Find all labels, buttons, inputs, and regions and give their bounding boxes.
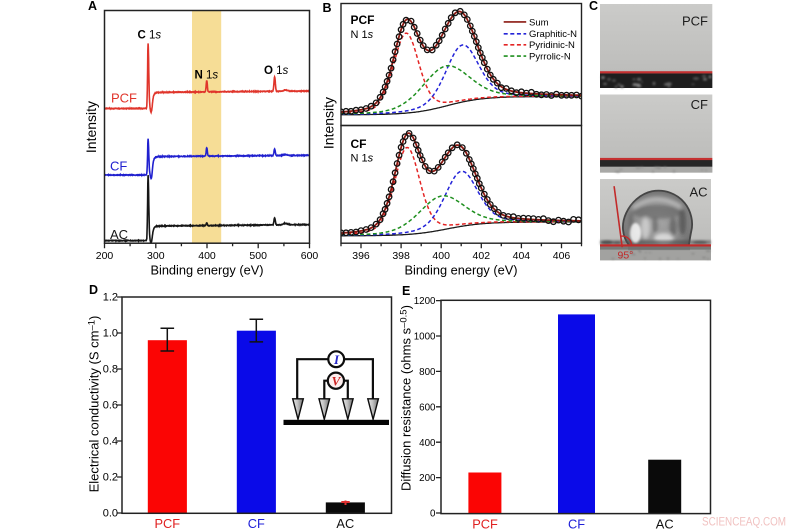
- svg-text:500: 500: [249, 250, 267, 262]
- svg-text:Intensity: Intensity: [83, 101, 99, 153]
- svg-text:1.2: 1.2: [103, 292, 118, 304]
- svg-text:1000: 1000: [414, 332, 436, 343]
- svg-text:CF: CF: [691, 97, 708, 112]
- svg-text:CF: CF: [248, 516, 265, 530]
- svg-text:300: 300: [147, 250, 165, 262]
- svg-text:N 1s: N 1s: [195, 70, 219, 82]
- svg-text:400: 400: [432, 250, 450, 262]
- svg-text:800: 800: [419, 367, 436, 378]
- svg-text:Sum: Sum: [529, 17, 549, 28]
- svg-text:400: 400: [198, 250, 216, 262]
- svg-text:Graphitic-N: Graphitic-N: [529, 29, 577, 40]
- svg-text:AC: AC: [656, 517, 674, 530]
- svg-text:0.6: 0.6: [103, 400, 118, 412]
- svg-text:C: C: [589, 0, 598, 13]
- svg-text:PCF: PCF: [111, 91, 137, 106]
- svg-text:CF: CF: [568, 517, 585, 530]
- svg-text:396: 396: [352, 250, 370, 262]
- svg-text:402: 402: [473, 250, 491, 262]
- svg-text:C 1s: C 1s: [138, 30, 162, 42]
- svg-text:Electrical conductivity (S cm–: Electrical conductivity (S cm–1): [87, 316, 102, 493]
- svg-text:0.4: 0.4: [103, 436, 118, 448]
- svg-text:600: 600: [419, 402, 436, 413]
- svg-text:Binding energy (eV): Binding energy (eV): [150, 263, 263, 278]
- svg-text:1.0: 1.0: [103, 328, 118, 340]
- svg-text:PCF: PCF: [682, 14, 708, 29]
- svg-text:Pyrrolic-N: Pyrrolic-N: [529, 52, 571, 63]
- svg-text:95°: 95°: [618, 250, 634, 262]
- svg-text:PCF: PCF: [472, 517, 498, 530]
- svg-text:V: V: [332, 374, 342, 389]
- svg-text:404: 404: [513, 250, 531, 262]
- svg-text:B: B: [323, 1, 332, 15]
- svg-text:0.8: 0.8: [103, 364, 118, 376]
- svg-text:N 1s: N 1s: [351, 29, 374, 41]
- svg-text:0.2: 0.2: [103, 472, 118, 484]
- svg-text:AC: AC: [689, 185, 707, 200]
- svg-text:406: 406: [553, 250, 571, 262]
- svg-text:AC: AC: [336, 516, 354, 530]
- svg-text:600: 600: [301, 250, 319, 262]
- svg-text:PCF: PCF: [351, 13, 375, 27]
- svg-text:Binding energy (eV): Binding energy (eV): [404, 263, 517, 278]
- svg-text:Intensity: Intensity: [321, 97, 337, 149]
- svg-text:Diffusion resistance (ohms s–0: Diffusion resistance (ohms s–0.5): [399, 305, 414, 491]
- svg-text:400: 400: [419, 438, 436, 449]
- svg-text:Pyridinic-N: Pyridinic-N: [529, 40, 575, 51]
- svg-text:O 1s: O 1s: [264, 65, 289, 77]
- svg-text:200: 200: [96, 250, 114, 262]
- svg-text:398: 398: [392, 250, 410, 262]
- svg-text:0.0: 0.0: [103, 508, 118, 520]
- svg-text:CF: CF: [110, 159, 127, 174]
- svg-text:0: 0: [430, 509, 436, 520]
- svg-text:I: I: [333, 352, 340, 367]
- svg-text:D: D: [89, 283, 98, 297]
- svg-text:N 1s: N 1s: [351, 153, 374, 165]
- svg-text:1200: 1200: [414, 296, 436, 307]
- svg-text:A: A: [88, 0, 97, 13]
- svg-text:PCF: PCF: [154, 516, 180, 530]
- svg-text:200: 200: [419, 473, 436, 484]
- svg-text:CF: CF: [351, 137, 367, 151]
- svg-text:E: E: [402, 284, 410, 298]
- svg-text:AC: AC: [110, 227, 128, 242]
- svg-text:SCIENCEAQ.COM: SCIENCEAQ.COM: [702, 515, 786, 529]
